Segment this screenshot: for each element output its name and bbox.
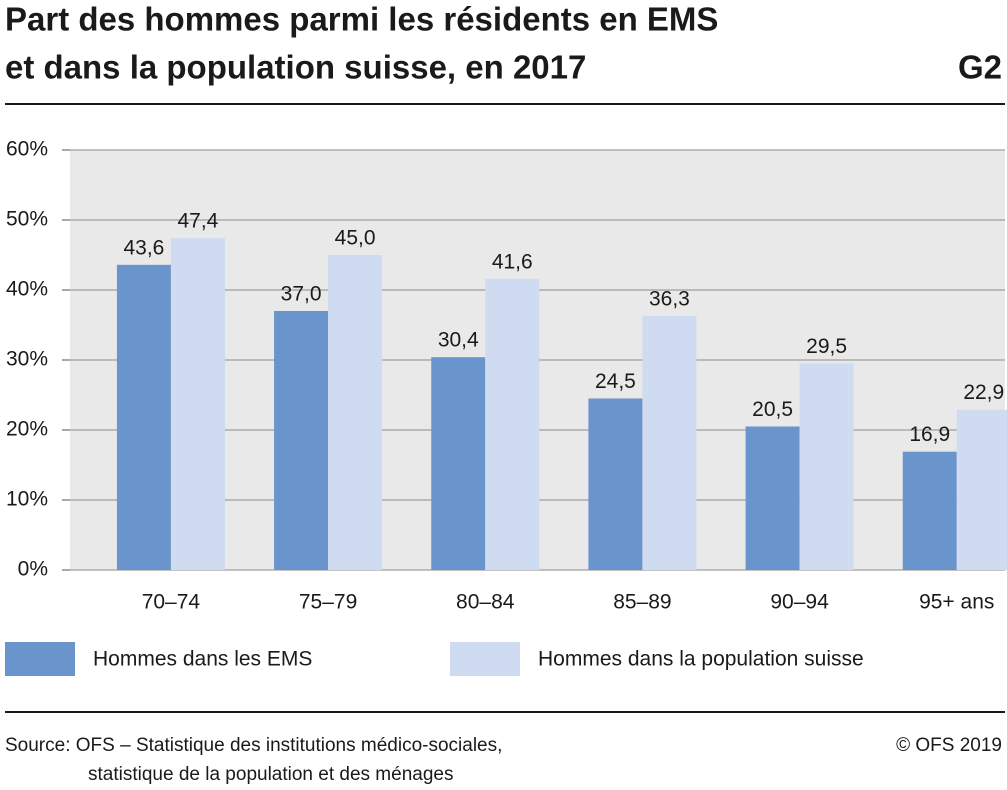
chart-title: Part des hommes parmi les résidents en E… (5, 1, 718, 38)
bar (745, 426, 800, 570)
value-label: 45,0 (335, 227, 376, 250)
value-label: 36,3 (649, 287, 690, 310)
bar (799, 363, 854, 570)
y-tick-label: 50% (6, 208, 48, 231)
legend-swatch (450, 642, 520, 676)
x-tick-label: 70–74 (142, 591, 201, 614)
bar (642, 315, 697, 570)
value-label: 43,6 (123, 236, 164, 259)
legend-label: Hommes dans les EMS (93, 648, 312, 671)
value-label: 16,9 (909, 423, 950, 446)
legend-swatch (5, 642, 75, 676)
y-tick-label: 40% (6, 278, 48, 301)
value-label: 24,5 (595, 370, 636, 393)
y-tick-label: 0% (18, 558, 48, 581)
bar (588, 398, 643, 570)
y-tick-label: 20% (6, 418, 48, 441)
source: statistique de la population et des ména… (88, 764, 453, 785)
value-label: 41,6 (492, 250, 533, 273)
value-label: 20,5 (752, 398, 793, 421)
bar (274, 311, 329, 570)
y-tick-label: 10% (6, 488, 48, 511)
bar (170, 238, 225, 570)
copyright: © OFS 2019 (896, 735, 1002, 756)
x-tick-label: 75–79 (299, 591, 357, 614)
x-tick-label: 95+ ans (919, 591, 994, 614)
value-label: 22,9 (963, 381, 1004, 404)
bar (956, 409, 1007, 570)
value-label: 47,4 (177, 210, 218, 233)
x-tick-label: 90–94 (770, 591, 829, 614)
y-tick-label: 60% (6, 138, 48, 161)
value-label: 37,0 (281, 283, 322, 306)
chart-id: G2 (958, 49, 1002, 86)
x-tick-label: 80–84 (456, 591, 515, 614)
bar (902, 451, 957, 570)
bar (431, 357, 486, 570)
chart-title: et dans la population suisse, en 2017 (5, 49, 586, 86)
bar (116, 264, 171, 570)
x-tick-label: 85–89 (613, 591, 671, 614)
bar (485, 278, 540, 570)
value-label: 30,4 (438, 329, 479, 352)
source: Source: OFS – Statistique des institutio… (5, 735, 502, 756)
legend-label: Hommes dans la population suisse (538, 648, 864, 671)
value-label: 29,5 (806, 335, 847, 358)
bar (328, 255, 383, 570)
y-tick-label: 30% (6, 348, 48, 371)
